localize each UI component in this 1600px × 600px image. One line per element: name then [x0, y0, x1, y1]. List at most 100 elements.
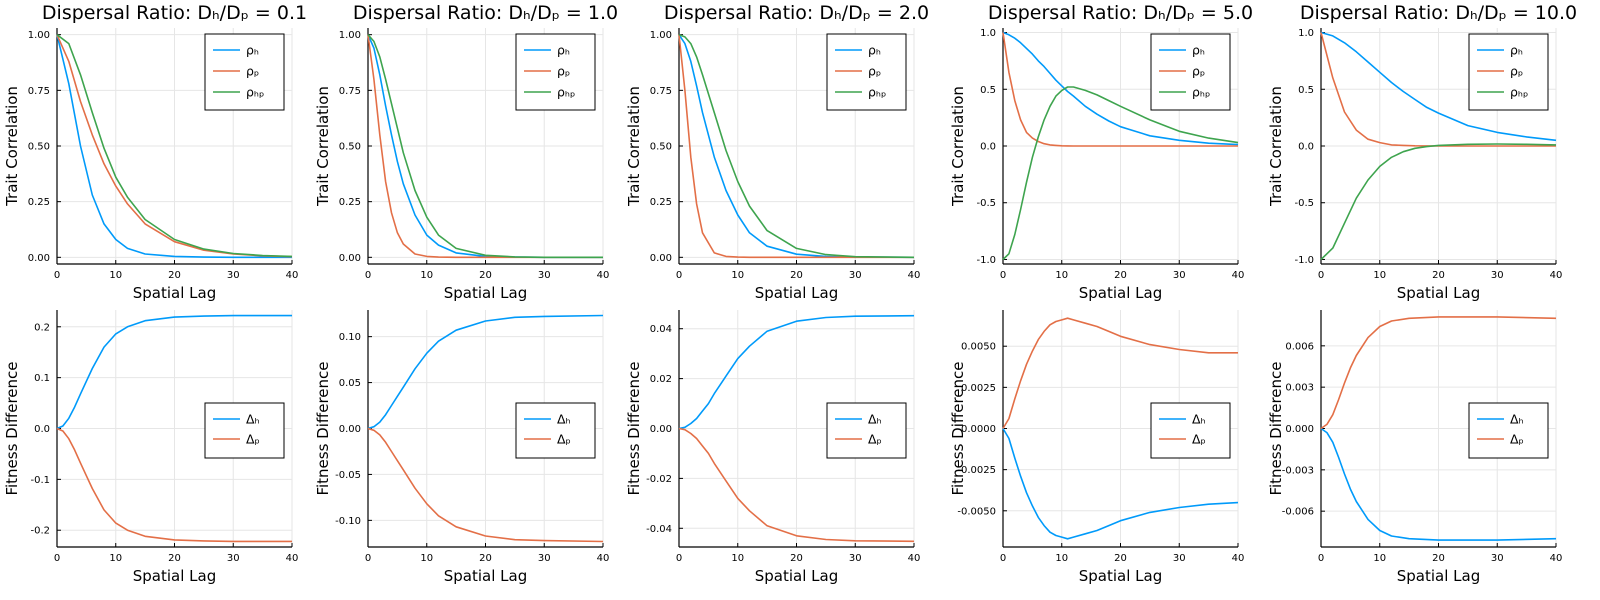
- x-tick-label: 40: [286, 553, 299, 564]
- legend-label: Δₕ: [1192, 412, 1206, 427]
- y-axis-label: Fitness Difference: [625, 361, 643, 495]
- x-axis-label: Spatial Lag: [444, 284, 527, 302]
- y-tick-label: 0.0050: [961, 342, 996, 353]
- panel-5: 0 10 20 30 40 -1.0 -0.5 0.0 0.5 1.0 Spatial Lag Tra…: [1267, 2, 1577, 302]
- y-tick-label: 0.2: [34, 322, 50, 333]
- legend-label: Δₚ: [557, 432, 571, 447]
- y-axis-label: Trait Correlation: [1267, 86, 1285, 207]
- legend-box: [515, 402, 596, 459]
- x-tick-label: 0: [1000, 270, 1006, 281]
- y-tick-label: 0.75: [650, 86, 672, 97]
- y-tick-label: -0.006: [1282, 507, 1314, 518]
- x-tick-label: 20: [168, 553, 181, 564]
- panel-4: 0 10 20 30 40 -1.0 -0.5 0.0 0.5 1.0 Spatial Lag Tra…: [949, 2, 1253, 302]
- y-tick-label: 1.00: [339, 30, 361, 41]
- y-tick-label: 0.02: [650, 374, 672, 385]
- legend-label: ρₚ: [1510, 64, 1523, 79]
- y-axis-label: Fitness Difference: [1267, 361, 1285, 495]
- x-tick-label: 10: [731, 553, 744, 564]
- x-axis-label: Spatial Lag: [1079, 284, 1162, 302]
- x-tick-label: 30: [849, 553, 862, 564]
- legend: ρₕ ρₚ ρₕₚ: [1150, 33, 1231, 111]
- legend-label: ρₕ: [557, 43, 570, 58]
- x-tick-label: 0: [54, 553, 60, 564]
- x-tick-label: 20: [168, 270, 181, 281]
- panel-3: 0 10 20 30 40 0.00 0.25 0.50 0.75 1.00 Spatial Lag…: [625, 2, 929, 302]
- legend-label: ρₕₚ: [868, 85, 886, 100]
- legend-label: ρₕₚ: [1192, 85, 1210, 100]
- y-tick-label: 0.75: [28, 86, 50, 97]
- legend-label: Δₚ: [1192, 432, 1206, 447]
- y-tick-label: -0.5: [976, 198, 996, 209]
- x-tick-label: 0: [365, 270, 371, 281]
- y-tick-label: 0.25: [650, 197, 672, 208]
- legend-label: ρₕₚ: [246, 85, 264, 100]
- y-tick-label: 0.00: [28, 253, 50, 264]
- y-tick-label: 0.5: [980, 85, 996, 96]
- x-tick-label: 0: [1318, 270, 1324, 281]
- y-tick-label: 0.5: [1298, 85, 1314, 96]
- x-tick-label: 10: [420, 553, 433, 564]
- y-tick-label: 0.10: [339, 332, 361, 343]
- legend: Δₕ Δₚ: [826, 402, 907, 459]
- x-axis-label: Spatial Lag: [444, 567, 527, 585]
- panel-6: 0 10 20 30 40 -0.2 -0.1 0.0 0.1 0.2 Spatial Lag Fit…: [3, 310, 298, 585]
- x-tick-label: 20: [1432, 553, 1445, 564]
- panel-title: Dispersal Ratio: Dₕ/Dₚ = 2.0: [664, 2, 929, 24]
- y-tick-label: -0.02: [646, 474, 672, 485]
- series-line-2: [1002, 32, 1238, 147]
- y-tick-label: 1.0: [1298, 28, 1314, 39]
- y-tick-label: 0.006: [1285, 341, 1314, 352]
- legend-box: [1468, 402, 1549, 459]
- x-tick-label: 40: [1232, 270, 1245, 281]
- y-tick-label: 1.0: [980, 28, 996, 39]
- y-tick-label: 0.0025: [961, 383, 996, 394]
- legend-label: ρₚ: [557, 64, 570, 79]
- series-line-3: [1002, 86, 1239, 261]
- x-axis-label: Spatial Lag: [133, 567, 216, 585]
- legend: ρₕ ρₚ ρₕₚ: [204, 33, 285, 111]
- panel-8: 0 10 20 30 40 -0.04 -0.02 0.00 0.02 0.04 Spatial L…: [625, 310, 920, 585]
- x-tick-label: 10: [731, 270, 744, 281]
- legend-box: [204, 33, 285, 111]
- x-tick-label: 40: [1232, 553, 1245, 564]
- x-tick-label: 30: [1173, 270, 1186, 281]
- legend-box: [1468, 33, 1549, 111]
- y-tick-label: 0.05: [339, 378, 361, 389]
- x-axis-label: Spatial Lag: [1397, 284, 1480, 302]
- x-tick-label: 20: [479, 270, 492, 281]
- y-axis-label: Fitness Difference: [314, 361, 332, 495]
- series-line-2: [367, 427, 604, 543]
- series-line-1: [678, 34, 915, 259]
- series-line-1: [56, 314, 292, 430]
- legend-label: Δₕ: [557, 412, 571, 427]
- y-tick-label: -0.04: [646, 524, 672, 535]
- y-tick-label: -0.2: [30, 526, 50, 537]
- series-line-2: [678, 34, 914, 259]
- x-tick-label: 40: [1550, 553, 1563, 564]
- series-line-2: [367, 34, 603, 259]
- y-tick-label: 0.00: [650, 253, 672, 264]
- series-line-2: [56, 427, 292, 543]
- y-tick-label: -1.0: [1294, 255, 1314, 266]
- legend-label: ρₕₚ: [557, 85, 575, 100]
- legend-box: [826, 33, 907, 111]
- legend: Δₕ Δₚ: [204, 402, 285, 459]
- series-line-1: [367, 314, 604, 430]
- x-tick-label: 0: [365, 553, 371, 564]
- legend-label: ρₚ: [868, 64, 881, 79]
- x-tick-label: 30: [1491, 270, 1504, 281]
- x-tick-label: 40: [908, 553, 921, 564]
- y-tick-label: -0.0025: [957, 465, 996, 476]
- panel-9: 0 10 20 30 40 -0.0050 -0.0025 0.0000 0.0025 0.005…: [949, 310, 1244, 585]
- legend-label: Δₕ: [246, 412, 260, 427]
- y-tick-label: 0.50: [650, 142, 672, 153]
- x-tick-label: 0: [1000, 553, 1006, 564]
- legend-label: Δₚ: [1510, 432, 1524, 447]
- y-tick-label: 0.1: [34, 373, 50, 384]
- y-tick-label: 0.0: [1298, 142, 1314, 153]
- x-tick-label: 30: [1173, 553, 1186, 564]
- x-tick-label: 10: [1055, 270, 1068, 281]
- legend: ρₕ ρₚ ρₕₚ: [515, 33, 596, 111]
